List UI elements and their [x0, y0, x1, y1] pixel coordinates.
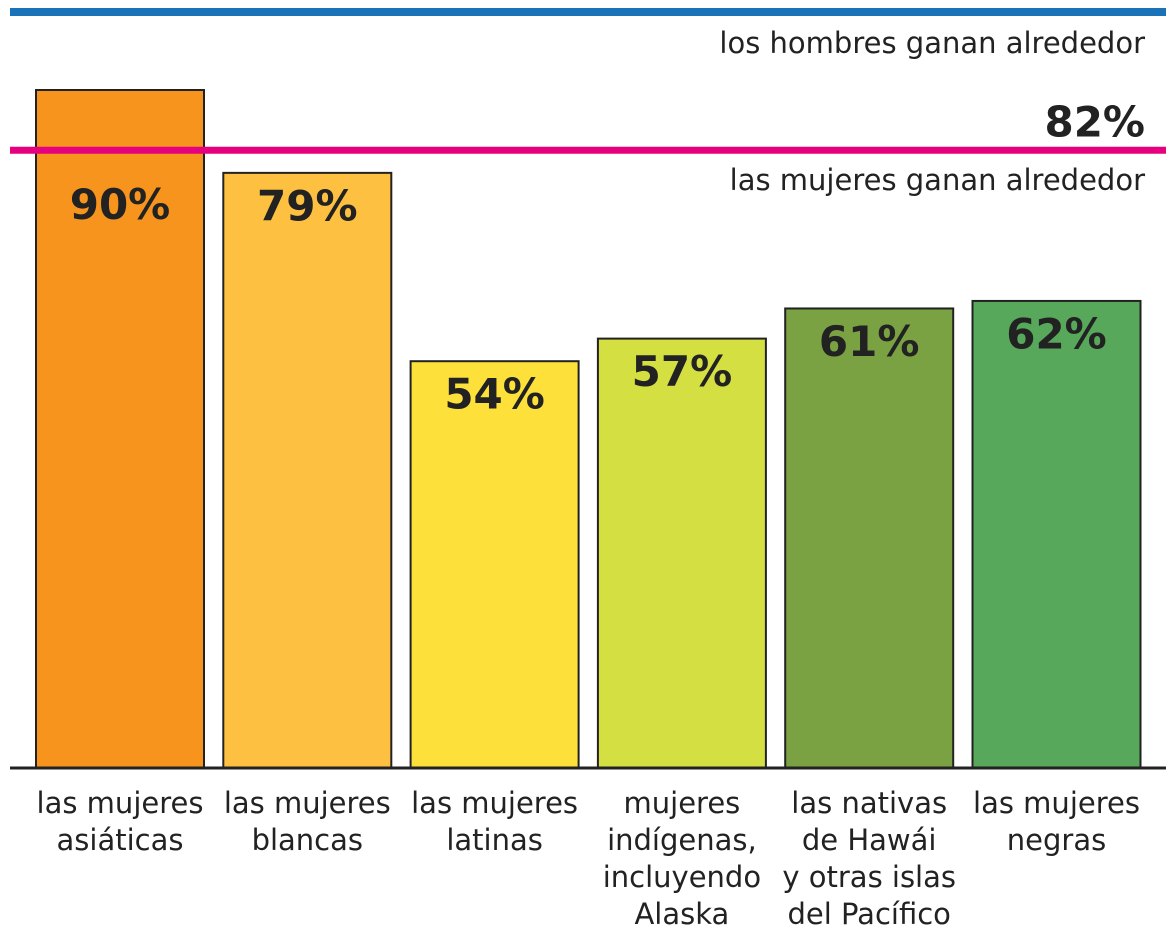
x-tick-label-line: de Hawái	[802, 823, 937, 857]
bar	[971, 299, 1142, 769]
bar	[222, 171, 393, 770]
bar	[596, 337, 767, 769]
x-tick-label-line: mujeres	[624, 786, 741, 820]
x-tick-label-line: asiáticas	[57, 823, 184, 857]
x-tick-label-line: las mujeres	[37, 786, 204, 820]
x-tick-label-line: las nativas	[791, 786, 947, 820]
top-rule	[10, 8, 1166, 16]
value-label: 62%	[1006, 309, 1107, 358]
x-tick-label-line: las mujeres	[224, 786, 391, 820]
reference-text-above: los hombres ganan alrededor	[719, 26, 1145, 60]
value-label: 90%	[70, 180, 171, 229]
x-tick-label: las nativas de Hawái y otras islas del Pací…	[782, 786, 956, 931]
reference-label: 82%	[1044, 98, 1145, 147]
bar	[35, 89, 205, 769]
x-tick-label-line: del Pacífico	[787, 897, 950, 931]
x-tick-label-line: latinas	[446, 823, 543, 857]
bar	[409, 360, 580, 769]
x-tick-label: mujeres indígenas, incluyendo Alaska	[603, 786, 761, 931]
bar	[784, 307, 955, 769]
x-tick-label-line: y otras islas	[782, 860, 956, 894]
x-tick-label: las mujeres negras	[973, 786, 1140, 857]
x-tick-label-line: indígenas,	[607, 823, 757, 857]
x-tick-label-line: negras	[1007, 823, 1106, 857]
x-tick-label-line: Alaska	[634, 897, 729, 931]
x-tick-label: las mujeres asiáticas	[37, 786, 204, 857]
value-label: 54%	[444, 370, 545, 419]
x-tick-label-line: blancas	[252, 823, 363, 857]
value-label: 79%	[257, 181, 358, 230]
x-tick-label: las mujeres latinas	[411, 786, 578, 857]
reference-text-below: las mujeres ganan alrededor	[730, 163, 1145, 197]
value-label: 61%	[819, 317, 920, 366]
x-tick-label-line: incluyendo	[603, 860, 761, 894]
x-tick-label-line: las mujeres	[411, 786, 578, 820]
value-label: 57%	[632, 347, 733, 396]
x-tick-label: las mujeres blancas	[224, 786, 391, 857]
x-tick-label-line: las mujeres	[973, 786, 1140, 820]
